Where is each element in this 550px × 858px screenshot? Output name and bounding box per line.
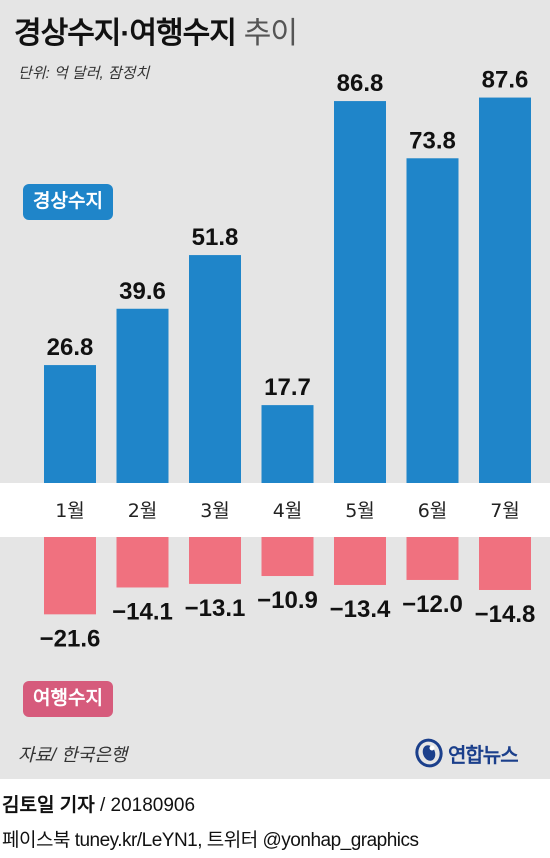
current-account-bar [406,158,459,483]
travel-account-value-label: −13.1 [185,595,246,622]
travel-account-bar [189,537,241,584]
current-account-value-label: 86.8 [337,70,384,97]
travel-account-value-label: −14.8 [475,601,536,628]
current-account-value-label: 26.8 [47,334,94,361]
current-account-bar [334,101,386,483]
yonhap-logo-icon [415,738,443,768]
month-tick-label: 2월 [128,500,158,522]
logo-text: 연합뉴스 [448,744,519,767]
bar-chart: 26.8 1월 −21.6 39.6 2월 −14.1 51.8 3월 −13.1 17.7 4월 −… [0,67,550,652]
month-tick-label: 5월 [345,500,375,522]
current-account-value-label: 87.6 [482,67,529,94]
social-links: 페이스북 tuney.kr/LeYN1, 트위터 @yonhap_graphic… [2,830,419,851]
month-tick-label: 4월 [273,500,303,522]
current-account-bar [44,365,96,483]
credit-date: / 20180906 [94,795,196,816]
travel-account-bar [44,537,96,615]
month-tick-label: 1월 [55,500,85,522]
travel-account-value-label: −10.9 [257,587,318,614]
month-tick-label: 6월 [418,500,448,522]
travel-account-value-label: −13.4 [330,596,391,623]
axis-strip [0,483,550,537]
travel-account-bar [334,537,386,585]
current-account-bar [261,405,314,483]
current-account-value-label: 73.8 [409,127,456,154]
travel-account-value-label: −14.1 [112,598,173,625]
source-note: 자료/ 한국은행 [18,745,128,765]
travel-account-bar [406,537,459,580]
current-account-value-label: 51.8 [192,224,239,251]
yonhap-logo: 연합뉴스 [414,737,519,769]
travel-account-value-label: −21.6 [40,625,101,652]
travel-account-bar [479,537,531,590]
current-account-value-label: 39.6 [119,278,166,305]
current-account-bar [116,308,169,483]
chart-title: 경상수지·여행수지 추이 [14,14,298,54]
credit-line: 김토일 기자 / 20180906 [2,790,195,817]
current-account-value-label: 17.7 [264,374,311,401]
current-account-bar [479,97,531,483]
unit-note: 단위: 억 달러, 잠정치 [18,65,150,82]
current-account-bar [189,255,241,483]
month-tick-label: 7월 [490,500,520,522]
month-tick-label: 3월 [200,500,230,522]
travel-account-value-label: −12.0 [402,591,463,618]
reporter-name: 김토일 기자 [2,795,95,816]
travel-account-bar [261,537,314,577]
title-main: 경상수지·여행수지 [14,17,237,50]
travel-account-bar [116,537,169,588]
legend-current-account: 경상수지 [23,184,113,220]
title-suffix: 추이 [243,17,298,50]
legend-travel-account: 여행수지 [23,681,113,717]
